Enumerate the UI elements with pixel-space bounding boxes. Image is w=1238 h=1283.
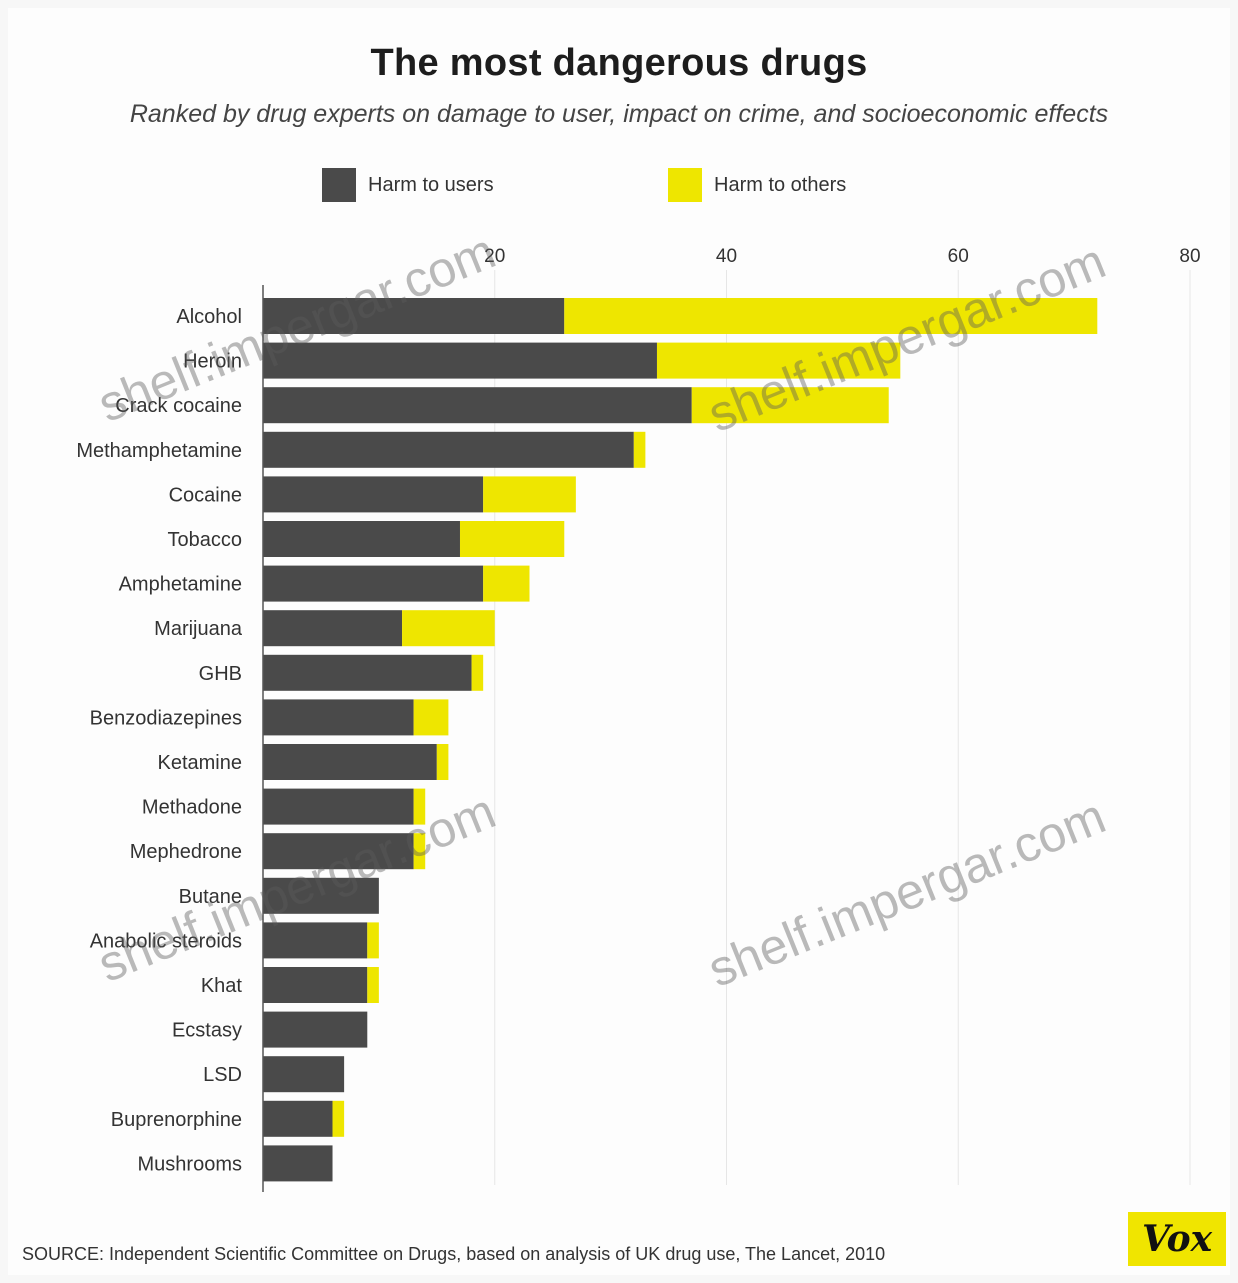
bar-harm-to-others bbox=[413, 833, 426, 870]
bar-harm-to-users bbox=[263, 1100, 333, 1137]
bar-harm-to-others bbox=[656, 342, 901, 379]
legend-label-users: Harm to users bbox=[368, 173, 494, 196]
category-label: GHB bbox=[199, 663, 242, 685]
category-label: Anabolic steroids bbox=[90, 930, 242, 952]
legend-label-others: Harm to others bbox=[714, 173, 847, 196]
category-label: Tobacco bbox=[168, 529, 243, 551]
category-label: Alcohol bbox=[176, 306, 242, 328]
bar-harm-to-others bbox=[367, 922, 379, 959]
x-tick-label: 60 bbox=[948, 246, 969, 267]
vox-logo: Vox bbox=[1128, 1212, 1226, 1266]
bar-harm-to-users bbox=[263, 565, 484, 602]
category-label: Mephedrone bbox=[130, 841, 242, 863]
bar-harm-to-users bbox=[263, 699, 414, 736]
category-label: Benzodiazepines bbox=[90, 707, 242, 729]
bar-harm-to-users bbox=[263, 610, 403, 647]
x-tick-label: 80 bbox=[1179, 246, 1200, 267]
category-label: Methamphetamine bbox=[76, 440, 242, 462]
bar-harm-to-others bbox=[471, 654, 484, 691]
category-label: Ecstasy bbox=[172, 1020, 242, 1042]
bar-harm-to-users bbox=[263, 922, 368, 959]
x-tick-label: 40 bbox=[716, 246, 737, 267]
category-label: Buprenorphine bbox=[111, 1109, 242, 1131]
chart-title: The most dangerous drugs bbox=[370, 42, 868, 84]
source-note: SOURCE: Independent Scientific Committee… bbox=[22, 1244, 886, 1264]
bar-harm-to-others bbox=[691, 387, 889, 424]
chart-frame bbox=[8, 8, 1230, 1275]
bar-harm-to-others bbox=[413, 699, 449, 736]
category-label: Cocaine bbox=[169, 484, 242, 506]
bar-harm-to-users bbox=[263, 744, 437, 780]
bar-harm-to-users bbox=[263, 654, 472, 691]
bar-harm-to-users bbox=[263, 967, 368, 1003]
bar-harm-to-others bbox=[367, 967, 379, 1003]
bar-harm-to-users bbox=[263, 1011, 368, 1048]
category-label: Khat bbox=[201, 975, 243, 997]
bar-harm-to-others bbox=[483, 476, 576, 513]
bar-harm-to-users bbox=[263, 788, 414, 825]
bar-harm-to-users bbox=[263, 1145, 333, 1182]
bar-harm-to-others bbox=[459, 521, 565, 557]
legend-item-others: Harm to others bbox=[668, 168, 846, 202]
category-label: LSD bbox=[203, 1064, 242, 1086]
legend-swatch-users bbox=[322, 168, 356, 202]
x-tick-label: 20 bbox=[484, 246, 505, 267]
category-label: Amphetamine bbox=[119, 574, 242, 596]
bar-harm-to-users bbox=[263, 476, 484, 513]
bar-harm-to-others bbox=[483, 565, 530, 602]
bar-harm-to-users bbox=[263, 431, 634, 468]
bar-harm-to-users bbox=[263, 387, 692, 424]
bar-harm-to-others bbox=[332, 1100, 345, 1137]
bar-harm-to-users bbox=[263, 833, 414, 870]
legend-item-users: Harm to users bbox=[322, 168, 494, 202]
category-label: Ketamine bbox=[158, 752, 243, 774]
bar-harm-to-others bbox=[633, 431, 646, 468]
bar-harm-to-users bbox=[263, 877, 379, 914]
legend-swatch-others bbox=[668, 168, 702, 202]
category-label: Mushrooms bbox=[138, 1153, 242, 1175]
category-label: Crack cocaine bbox=[115, 395, 242, 417]
bar-harm-to-others bbox=[436, 744, 449, 780]
bar-harm-to-users bbox=[263, 1056, 345, 1093]
chart-subtitle: Ranked by drug experts on damage to user… bbox=[129, 100, 1109, 128]
bar-harm-to-others bbox=[402, 610, 495, 647]
bar-harm-to-users bbox=[263, 521, 460, 557]
category-label: Methadone bbox=[142, 797, 242, 819]
bar-harm-to-users bbox=[263, 342, 657, 379]
bar-harm-to-others bbox=[564, 298, 1098, 334]
category-label: Butane bbox=[179, 886, 242, 908]
bar-harm-to-others bbox=[413, 788, 426, 825]
bar-harm-to-users bbox=[263, 298, 565, 334]
category-label: Heroin bbox=[183, 351, 242, 373]
category-label: Marijuana bbox=[154, 618, 243, 640]
